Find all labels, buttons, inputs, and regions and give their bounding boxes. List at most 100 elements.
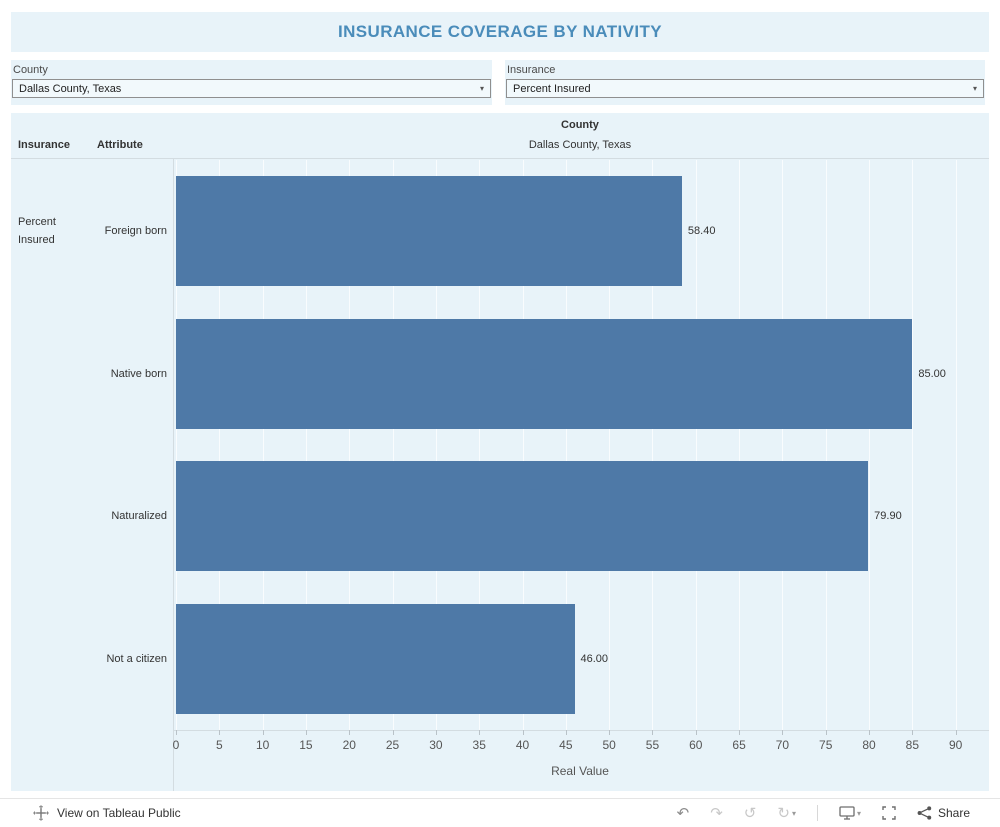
- x-tick-label: 80: [862, 738, 876, 752]
- x-tick-label: 35: [472, 738, 486, 752]
- reset-icon[interactable]: ↺: [743, 803, 757, 822]
- insurance-filter: Insurance Percent Insured ▾: [505, 60, 985, 105]
- refresh-button[interactable]: ↻ ▾: [777, 805, 796, 821]
- x-tick: [912, 730, 914, 735]
- bar[interactable]: [176, 603, 575, 714]
- x-tick-label: 0: [172, 738, 180, 752]
- x-tick-label: 5: [215, 738, 223, 752]
- view-on-tableau-public-link[interactable]: View on Tableau Public: [57, 806, 181, 820]
- x-tick-label: 20: [342, 738, 356, 752]
- row-field-header-insurance: Insurance: [18, 139, 70, 151]
- county-filter: County Dallas County, Texas ▾: [11, 60, 492, 105]
- chevron-down-icon: ▾: [479, 84, 484, 93]
- fullscreen-icon: [882, 806, 896, 820]
- x-tick: [349, 730, 351, 735]
- bar[interactable]: [176, 461, 869, 572]
- gridline: [262, 160, 264, 730]
- x-tick-label: 50: [602, 738, 616, 752]
- row-group-label[interactable]: Percent Insured: [18, 215, 56, 246]
- row-header-divider: [173, 158, 174, 791]
- x-tick-label: 30: [429, 738, 443, 752]
- gridline: [912, 160, 914, 730]
- x-tick-label: 90: [948, 738, 963, 752]
- footer-actions: ↶ ↷ ↺ ↻ ▾ ▾: [677, 805, 970, 821]
- chevron-down-icon: ▾: [972, 84, 977, 93]
- bar-value-label: 46.00: [580, 652, 609, 665]
- x-tick-label: 65: [732, 738, 746, 752]
- x-tick: [782, 730, 784, 735]
- x-tick: [305, 730, 307, 735]
- title-bar: INSURANCE COVERAGE BY NATIVITY: [11, 12, 989, 52]
- header-divider: [11, 158, 989, 159]
- gridline: [955, 160, 957, 730]
- bar-value-label: 58.40: [687, 225, 716, 238]
- county-filter-label: County: [13, 64, 48, 76]
- x-tick: [825, 730, 827, 735]
- gridline: [522, 160, 524, 730]
- x-tick: [695, 730, 697, 735]
- x-tick-label: 55: [645, 738, 660, 752]
- column-value-header[interactable]: Dallas County, Texas: [528, 139, 632, 151]
- gridline: [392, 160, 394, 730]
- gridline: [479, 160, 481, 730]
- monitor-icon: [839, 806, 855, 820]
- x-axis-line: [173, 730, 989, 731]
- gridline: [609, 160, 611, 730]
- gridline: [219, 160, 221, 730]
- chevron-down-icon: ▾: [856, 808, 861, 818]
- bar[interactable]: [176, 318, 913, 429]
- undo-icon[interactable]: ↶: [676, 803, 690, 822]
- tableau-logo-icon: [33, 805, 49, 821]
- x-tick-label: 15: [299, 738, 313, 752]
- column-field-header: County: [561, 119, 599, 131]
- page-title: INSURANCE COVERAGE BY NATIVITY: [337, 22, 663, 41]
- x-tick-label: 45: [559, 738, 573, 752]
- gridline: [305, 160, 307, 730]
- category-label[interactable]: Not a citizen: [106, 652, 167, 665]
- gridline: [739, 160, 741, 730]
- gridline: [782, 160, 784, 730]
- county-filter-dropdown[interactable]: Dallas County, Texas ▾: [12, 79, 491, 98]
- x-tick: [435, 730, 437, 735]
- x-tick: [565, 730, 567, 735]
- redo-icon[interactable]: ↷: [710, 803, 723, 822]
- x-tick: [219, 730, 221, 735]
- x-tick-label: 40: [515, 738, 530, 752]
- x-tick: [739, 730, 741, 735]
- category-label[interactable]: Naturalized: [111, 510, 167, 523]
- gridline: [825, 160, 827, 730]
- gridline: [349, 160, 351, 730]
- category-label[interactable]: Native born: [110, 367, 167, 380]
- display-settings-button[interactable]: ▾: [839, 806, 861, 820]
- gridline: [869, 160, 871, 730]
- x-tick: [955, 730, 957, 735]
- insurance-filter-dropdown[interactable]: Percent Insured ▾: [506, 79, 984, 98]
- x-tick-label: 60: [689, 738, 703, 752]
- category-label[interactable]: Foreign born: [104, 225, 167, 238]
- fullscreen-button[interactable]: [882, 806, 896, 820]
- bar[interactable]: [176, 176, 682, 287]
- insurance-filter-label: Insurance: [507, 64, 556, 76]
- x-tick: [869, 730, 871, 735]
- x-tick: [176, 730, 177, 735]
- x-axis-title: Real Value: [551, 764, 609, 778]
- share-label: Share: [937, 806, 970, 820]
- gridline: [435, 160, 437, 730]
- footer-branding: View on Tableau Public: [33, 805, 181, 821]
- bar-value-label: 85.00: [918, 367, 946, 380]
- x-tick: [392, 730, 394, 735]
- gridline: [695, 160, 697, 730]
- footer-toolbar: View on Tableau Public ↶ ↷ ↺ ↻ ▾ ▾: [0, 798, 1000, 827]
- share-button[interactable]: Share: [917, 806, 970, 820]
- row-field-header-attribute: Attribute: [97, 139, 143, 151]
- bar-value-label: 79.90: [874, 510, 902, 523]
- toolbar-separator: [816, 805, 818, 821]
- x-tick-label: 85: [905, 738, 920, 752]
- x-tick: [652, 730, 654, 735]
- x-tick-label: 10: [255, 738, 270, 752]
- gridline: [565, 160, 567, 730]
- x-tick-label: 25: [385, 738, 400, 752]
- x-tick: [262, 730, 264, 735]
- x-tick: [522, 730, 524, 735]
- gridline: [652, 160, 654, 730]
